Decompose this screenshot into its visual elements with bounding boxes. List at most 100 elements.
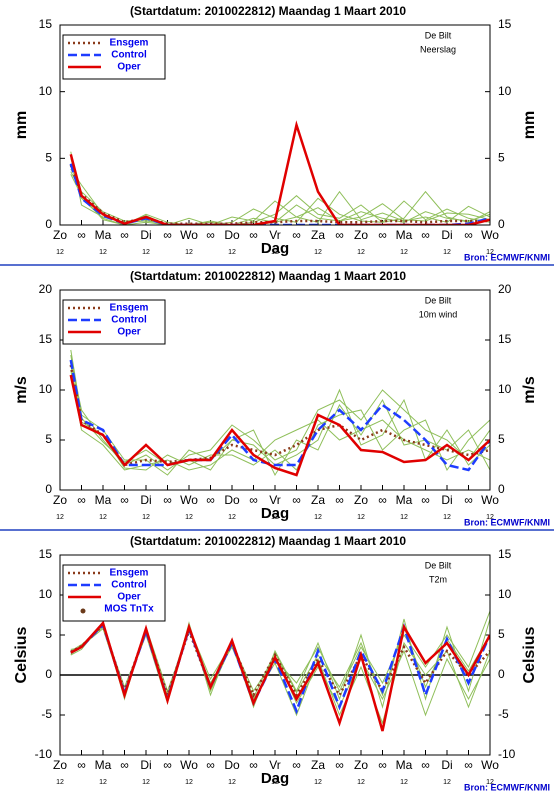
- x-tick-label: ∞: [464, 758, 473, 772]
- hour-tick-label: 12: [443, 779, 451, 786]
- x-tick-label: ∞: [378, 493, 387, 507]
- x-tick-label: Ma: [95, 758, 112, 772]
- y2-tick-label: 15: [498, 547, 512, 561]
- hour-tick-label: 12: [400, 249, 408, 256]
- x-tick-label: Wo: [481, 228, 499, 242]
- legend-box: [62, 564, 166, 622]
- y-tick-label: 10: [39, 382, 53, 396]
- x-tick-label: ∞: [77, 758, 86, 772]
- y-tick-label: 10: [39, 587, 53, 601]
- y2-tick-label: 0: [498, 667, 505, 681]
- plot-lines: [69, 349, 490, 477]
- x-tick-label: Wo: [180, 758, 198, 772]
- y-tick-label: 5: [45, 151, 52, 165]
- hour-tick-label: 12: [271, 779, 279, 786]
- y2-tick-label: 15: [498, 17, 512, 31]
- x-tick-label: ∞: [464, 493, 473, 507]
- x-tick-label: ∞: [120, 758, 129, 772]
- chart: (Startdatum: 2010022812) Maandag 1 Maart…: [13, 4, 550, 262]
- chart-title: (Startdatum: 2010022812) Maandag 1 Maart…: [130, 534, 406, 548]
- x-tick-label: Wo: [481, 493, 499, 507]
- y2-tick-label: -5: [498, 707, 509, 721]
- x-tick-label: Di: [441, 493, 452, 507]
- x-tick-label: ∞: [464, 228, 473, 242]
- annotation: 10m wind: [419, 309, 458, 319]
- x-tick-label: Di: [441, 758, 452, 772]
- y2-tick-label: 5: [498, 151, 505, 165]
- y2-tick-label: 5: [498, 627, 505, 641]
- x-tick-label: ∞: [249, 228, 258, 242]
- x-tick-label: Zo: [53, 758, 67, 772]
- legend-label: Ensgem: [110, 38, 149, 49]
- x-tick-label: Ma: [396, 758, 413, 772]
- legend-label: Ensgem: [110, 568, 149, 579]
- x-tick-label: ∞: [421, 228, 430, 242]
- annotation: Neerslag: [420, 44, 456, 54]
- y2-tick-label: 0: [498, 482, 505, 496]
- x-tick-label: Ma: [396, 228, 413, 242]
- hour-tick-label: 12: [400, 514, 408, 521]
- hour-tick-label: 12: [228, 514, 236, 521]
- x-tick-label: ∞: [163, 758, 172, 772]
- annotation: T2m: [429, 574, 447, 584]
- x-tick-label: ∞: [249, 493, 258, 507]
- x-tick-label: Di: [140, 493, 151, 507]
- x-tick-label: ∞: [206, 493, 215, 507]
- hour-tick-label: 12: [443, 514, 451, 521]
- y-tick-label: 0: [45, 217, 52, 231]
- y2-tick-label: -10: [498, 747, 516, 761]
- series-line: [69, 359, 490, 472]
- x-tick-label: Zo: [354, 493, 368, 507]
- hour-tick-label: 12: [185, 249, 193, 256]
- x-tick-label: Di: [140, 758, 151, 772]
- y2-tick-label: 15: [498, 332, 512, 346]
- legend-label: Control: [111, 580, 147, 591]
- hour-tick-label: 12: [486, 514, 494, 521]
- x-tick-label: Zo: [53, 228, 67, 242]
- x-tick-label: Do: [224, 493, 240, 507]
- legend-label: Oper: [117, 592, 140, 603]
- annotation: De Bilt: [425, 30, 452, 40]
- x-tick-label: Zo: [53, 493, 67, 507]
- x-tick-label: ∞: [120, 228, 129, 242]
- plot-lines: [70, 610, 490, 732]
- x-tick-label: ∞: [77, 228, 86, 242]
- hour-tick-label: 12: [357, 514, 365, 521]
- hour-tick-label: 12: [142, 514, 150, 521]
- x-tick-label: Za: [311, 758, 325, 772]
- x-tick-label: ∞: [335, 758, 344, 772]
- y2-tick-label: 0: [498, 217, 505, 231]
- series-line: [69, 120, 490, 225]
- legend-label: Ensgem: [110, 303, 149, 314]
- y2-tick-label: 20: [498, 282, 512, 296]
- source: Bron: ECMWF/KNMI: [464, 252, 550, 262]
- x-tick-label: ∞: [378, 228, 387, 242]
- x-tick-label: Do: [224, 758, 240, 772]
- x-tick-label: Ma: [95, 228, 112, 242]
- x-tick-label: ∞: [163, 493, 172, 507]
- hour-tick-label: 12: [185, 514, 193, 521]
- y2-tick-label: 10: [498, 84, 512, 98]
- x-tick-label: Vr: [269, 758, 281, 772]
- y-tick-label: 0: [45, 667, 52, 681]
- x-tick-label: ∞: [421, 758, 430, 772]
- chart: (Startdatum: 2010022812) Maandag 1 Maart…: [13, 269, 550, 527]
- legend-label: Oper: [117, 327, 140, 338]
- x-tick-label: ∞: [421, 493, 430, 507]
- y-axis-label: m/s: [13, 376, 30, 404]
- chart-title: (Startdatum: 2010022812) Maandag 1 Maart…: [130, 4, 406, 18]
- hour-tick-label: 12: [99, 249, 107, 256]
- x-tick-label: ∞: [335, 228, 344, 242]
- series-line: [69, 364, 490, 467]
- hour-tick-label: 12: [271, 249, 279, 256]
- hour-tick-label: 12: [228, 249, 236, 256]
- x-tick-label: ∞: [292, 493, 301, 507]
- y-axis-label: Celsius: [13, 626, 30, 683]
- x-tick-label: Zo: [354, 228, 368, 242]
- plot-lines: [69, 120, 490, 225]
- hour-tick-label: 12: [185, 779, 193, 786]
- x-tick-label: ∞: [206, 758, 215, 772]
- hour-tick-label: 12: [142, 249, 150, 256]
- y-tick-label: 5: [45, 432, 52, 446]
